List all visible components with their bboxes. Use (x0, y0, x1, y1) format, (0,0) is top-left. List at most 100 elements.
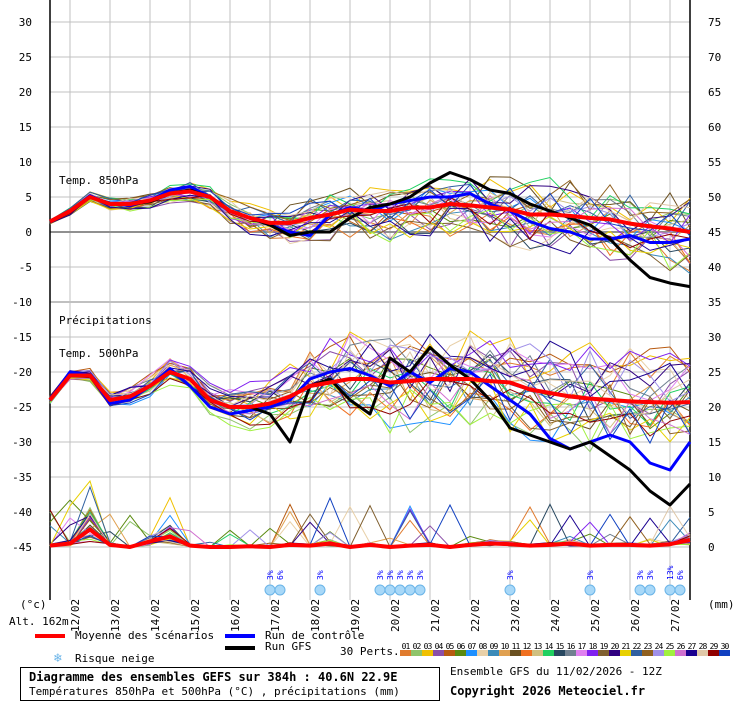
right-tick-label: 25 (708, 366, 721, 379)
pert-number: 11 (511, 642, 521, 651)
pert-color-swatch (455, 650, 466, 656)
left-tick-label: -20 (12, 366, 32, 379)
snowflake-icon (414, 584, 426, 596)
pert-number: 03 (423, 642, 433, 651)
pert-number: 18 (588, 642, 598, 651)
left-tick-label: -30 (12, 436, 32, 449)
snow-risk-percent: 3% (396, 570, 405, 580)
pert-color-swatch (532, 650, 543, 656)
perturbation-line-t850 (49, 183, 691, 237)
pert-number: 19 (599, 642, 609, 651)
snowflake-icon: ❄ (54, 651, 62, 666)
pert-number: 16 (566, 642, 576, 651)
snowflake-icon (384, 584, 396, 596)
pert-number: 04 (434, 642, 444, 651)
pert-number: 27 (687, 642, 697, 651)
altitude: Alt. 162m (9, 615, 69, 628)
left-tick-label: 30 (19, 16, 32, 29)
pert-number: 09 (489, 642, 499, 651)
right-tick-label: 30 (708, 331, 721, 344)
date-label: 13/02 (109, 599, 122, 632)
right-tick-label: 50 (708, 191, 721, 204)
pert-color-swatch (510, 650, 521, 656)
date-label: 20/02 (389, 599, 402, 632)
right-axis-unit: (mm) (708, 598, 735, 611)
pert-color-swatch (609, 650, 620, 656)
pert-color-swatch (444, 650, 455, 656)
right-tick-label: 20 (708, 401, 721, 414)
snow-risk-percent: 3% (636, 570, 645, 580)
snowflake-icon (664, 584, 676, 596)
legend-control: Run de contrôle (265, 629, 365, 642)
pert-color-swatch (631, 650, 642, 656)
pert-number: 21 (621, 642, 631, 651)
date-label: 21/02 (429, 599, 442, 632)
copyright: Copyright 2026 Meteociel.fr (450, 684, 646, 698)
right-tick-label: 75 (708, 16, 721, 29)
pert-color-swatch (686, 650, 697, 656)
pert-number: 06 (456, 642, 466, 651)
pert-number: 17 (577, 642, 587, 651)
pert-color-swatch (642, 650, 653, 656)
pert-color-swatch (708, 650, 719, 656)
pert-color-swatch (488, 650, 499, 656)
perturbation-line-t500 (49, 338, 691, 401)
right-tick-label: 70 (708, 51, 721, 64)
perturbation-line-t850 (49, 182, 691, 232)
pert-color-swatch (466, 650, 477, 656)
date-label: 14/02 (149, 599, 162, 632)
pert-color-swatch (719, 650, 730, 656)
perturbation-line-t850 (49, 194, 691, 249)
date-label: 18/02 (309, 599, 322, 632)
pert-number: 01 (401, 642, 411, 651)
pert-color-swatch (477, 650, 488, 656)
date-label: 16/02 (229, 599, 242, 632)
pert-number: 28 (698, 642, 708, 651)
pert-number: 02 (412, 642, 422, 651)
snowflake-icon (394, 584, 406, 596)
snow-risk-percent: 3% (316, 570, 325, 580)
pert-number: 26 (676, 642, 686, 651)
label-precip: Précipitations (59, 314, 152, 327)
pert-number: 13 (533, 642, 543, 651)
date-label: 15/02 (189, 599, 202, 632)
pert-color-swatch (422, 650, 433, 656)
left-tick-label: 25 (19, 51, 32, 64)
pert-number: 25 (665, 642, 675, 651)
right-tick-label: 5 (708, 506, 715, 519)
snowflake-icon (404, 584, 416, 596)
left-tick-label: 0 (25, 226, 32, 239)
pert-color-swatch (664, 650, 675, 656)
pert-numbers: 01 02 03 04 05 06 07 08 09 10 11 12 13 14 15 16 17 18 19 20… (400, 639, 730, 652)
label-t500: Temp. 500hPa (59, 347, 139, 360)
run-info: Ensemble GFS du 11/02/2026 - 12Z (450, 665, 662, 678)
pert-number: 07 (467, 642, 477, 651)
right-tick-label: 10 (708, 471, 721, 484)
pert-color-swatch (554, 650, 565, 656)
label-t850: Temp. 850hPa (59, 174, 139, 187)
pert-number: 14 (544, 642, 554, 651)
pert-color-swatch (543, 650, 554, 656)
pert-number: 10 (500, 642, 510, 651)
snow-risk-percent: 3% (386, 570, 395, 580)
pert-color-swatch (620, 650, 631, 656)
right-tick-label: 40 (708, 261, 721, 274)
pert-number: 08 (478, 642, 488, 651)
pert-color-swatch (653, 650, 664, 656)
perturbation-line-t500 (49, 377, 691, 443)
legend-gfs-swatch (225, 646, 255, 650)
right-tick-label: 0 (708, 541, 715, 554)
series-precip-moyenne-des-sc-narios (49, 527, 691, 549)
perturbation-line-t500 (49, 376, 691, 444)
pert-number: 22 (632, 642, 642, 651)
pert-color-swatch (411, 650, 422, 656)
pert-number: 05 (445, 642, 455, 651)
perturbation-line-t850 (49, 198, 691, 272)
snowflake-icon (644, 584, 656, 596)
snow-risk-percent: 6% (676, 570, 685, 580)
pert-color-swatch (433, 650, 444, 656)
pert-color-swatch (675, 650, 686, 656)
pert-swatches (400, 650, 730, 656)
series-t500-moyenne-des-sc-narios (48, 370, 691, 409)
